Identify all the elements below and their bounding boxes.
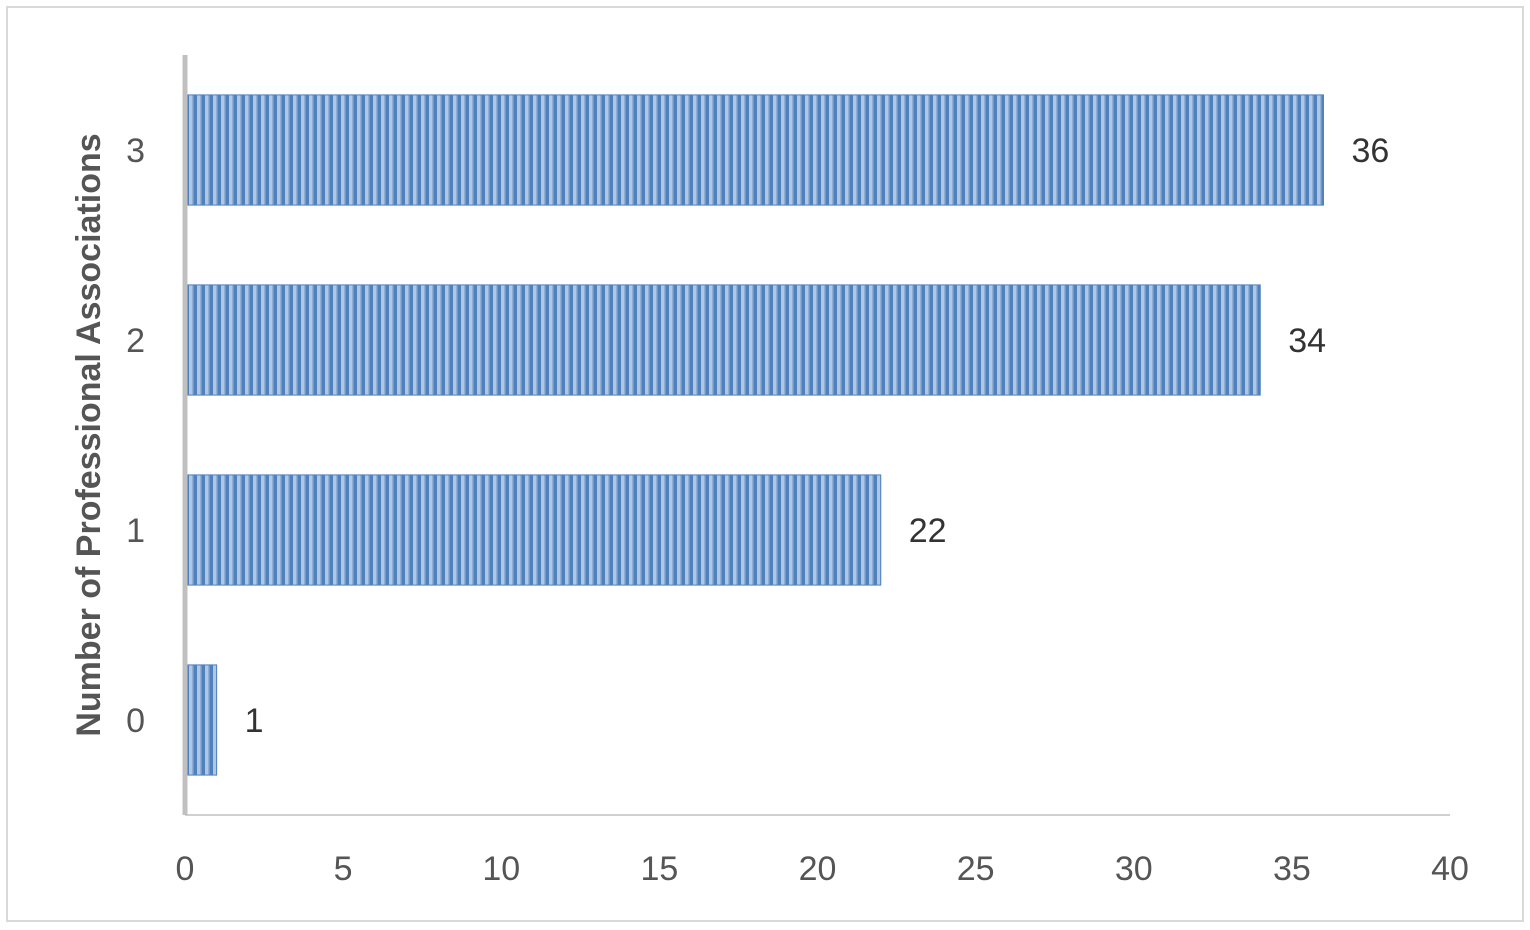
y-tick-label-1: 1 xyxy=(126,512,145,550)
data-labels-group: 1 22 34 36 xyxy=(245,132,1390,740)
bar-2 xyxy=(187,284,1261,396)
x-tick-label-10: 10 xyxy=(482,850,520,888)
x-tick-label-0: 0 xyxy=(176,850,195,888)
x-tick-label-40: 40 xyxy=(1431,850,1469,888)
y-axis-title: Number of Professional Associations xyxy=(70,133,108,736)
y-tick-label-0: 0 xyxy=(126,702,145,740)
bar-1 xyxy=(187,474,882,586)
x-tick-labels-group: 0 5 10 15 20 25 30 35 40 xyxy=(176,850,1469,888)
y-tick-label-2: 2 xyxy=(126,322,145,360)
bars-group xyxy=(187,94,1324,776)
y-tick-labels-group: 0 1 2 3 xyxy=(126,132,145,740)
x-tick-label-35: 35 xyxy=(1273,850,1311,888)
data-label-0: 1 xyxy=(245,702,264,740)
data-label-2: 34 xyxy=(1288,322,1326,360)
bar-3 xyxy=(187,94,1324,206)
y-tick-label-3: 3 xyxy=(126,132,145,170)
bar-0 xyxy=(187,664,218,776)
x-tick-label-25: 25 xyxy=(957,850,995,888)
data-label-3: 36 xyxy=(1352,132,1390,170)
x-tick-label-20: 20 xyxy=(799,850,837,888)
x-tick-label-15: 15 xyxy=(640,850,678,888)
x-tick-label-30: 30 xyxy=(1115,850,1153,888)
x-tick-label-5: 5 xyxy=(334,850,353,888)
data-label-1: 22 xyxy=(909,512,947,550)
